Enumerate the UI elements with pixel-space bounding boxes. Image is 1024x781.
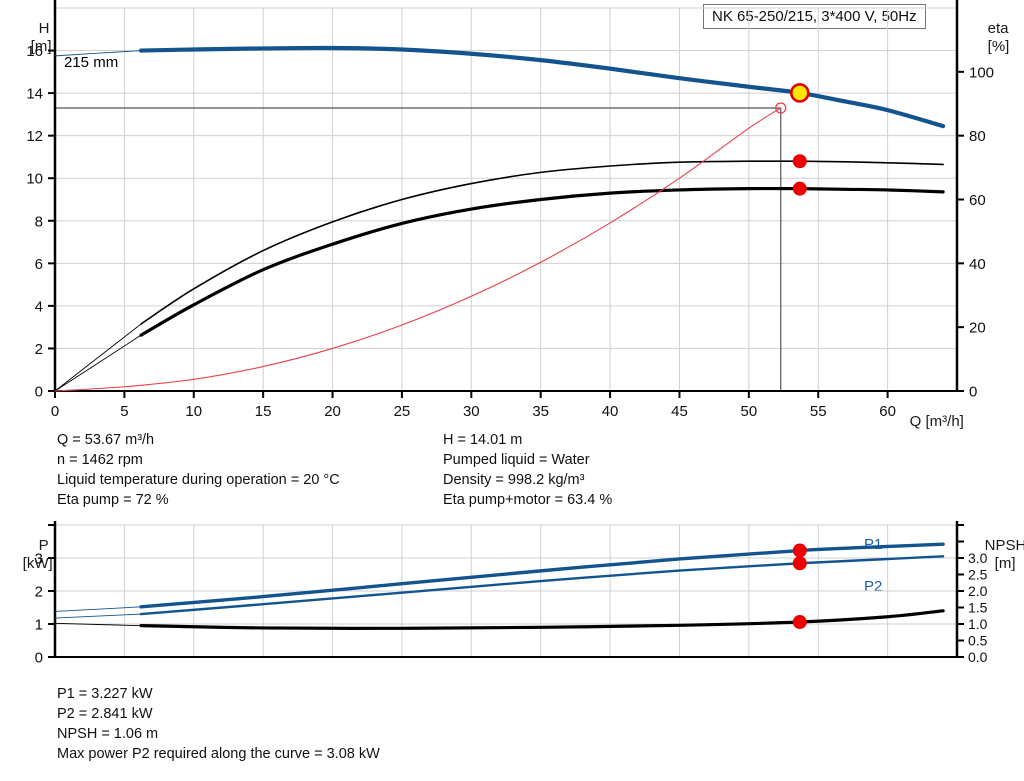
top-chart-left-axis-name: H [22, 3, 50, 54]
x-axis-tick-label: 10 [185, 403, 202, 420]
curve-extension [54, 606, 142, 612]
y-axis-tick-label: 0 [35, 650, 43, 667]
curve-extension [54, 613, 142, 619]
x-axis-tick-label: 20 [324, 403, 341, 420]
x-axis-tick-label: 50 [741, 403, 758, 420]
top-chart-x-axis-label: Q [m³/h] [893, 396, 964, 447]
y-axis-tick-label: 2 [35, 341, 43, 358]
info-line: NPSH = 1.06 m [57, 726, 159, 742]
x-axis-tick-label: 55 [810, 403, 827, 420]
q-axis-title: Q [m³/h] [909, 413, 964, 430]
curve-extension [54, 622, 142, 627]
y2-axis-tick-label: 80 [969, 128, 986, 145]
y-axis-tick-label: 8 [35, 213, 43, 230]
y2-axis-tick-label: 20 [969, 320, 986, 337]
curve-extension [54, 323, 142, 392]
info-line: H = 14.01 m [443, 432, 523, 448]
p-axis-title: P [38, 537, 49, 554]
info-line: P1 = 3.227 kW [57, 686, 153, 702]
data-curve [139, 186, 945, 337]
x-axis-tick-label: 40 [602, 403, 619, 420]
info-line: Eta pump+motor = 63.4 % [443, 492, 613, 508]
info-line: Eta pump = 72 % [57, 492, 169, 508]
data-curve [139, 542, 945, 609]
duty-point-marker[interactable] [789, 83, 810, 103]
bottom-chart-left-axis-name: P [22, 520, 49, 571]
info-block-left: Q = 53.67 m³/h n = 1462 rpm Liquid tempe… [57, 430, 340, 510]
info-line: Max power P2 required along the curve = … [57, 746, 380, 762]
bottom-chart-right-axis-name: NPSH [968, 520, 1024, 571]
data-curve [139, 555, 945, 616]
y-axis-tick-label: 10 [26, 171, 43, 188]
data-curve [138, 45, 946, 129]
x-axis-tick-label: 30 [463, 403, 480, 420]
bottom-chart-left-axis-unit: [kW] [6, 538, 53, 589]
impeller-size-text: 215 mm [64, 54, 119, 71]
y2-axis-tick-label: 40 [969, 256, 986, 273]
top-chart-right-axis-name: eta [971, 3, 1009, 54]
eta-axis-title: eta [987, 20, 1009, 37]
curve-extension [54, 50, 142, 57]
x-axis-tick-label: 60 [879, 403, 896, 420]
operating-point-marker[interactable] [792, 556, 807, 571]
y2-axis-tick-label: 0.0 [968, 649, 988, 665]
eta-axis-unit: [%] [987, 38, 1010, 55]
data-curve [140, 160, 944, 325]
y2-axis-tick-label: 0.5 [968, 633, 988, 649]
y2-axis-tick-label: 2.5 [968, 567, 988, 583]
operating-point-marker[interactable] [792, 154, 807, 169]
y-axis-tick-label: 12 [26, 128, 43, 145]
p-axis-unit: [kW] [22, 555, 53, 572]
info-line: Liquid temperature during operation = 20… [57, 472, 340, 488]
info-line: P2 = 2.841 kW [57, 706, 153, 722]
npsh-axis-unit: [m] [994, 555, 1016, 572]
pump-model-title: NK 65-250/215, 3*400 V, 50Hz [712, 8, 917, 25]
x-axis-tick-label: 35 [532, 403, 549, 420]
y-axis-tick-label: 6 [35, 256, 43, 273]
x-axis-tick-label: 5 [120, 403, 128, 420]
y-axis-tick-label: 2 [35, 584, 43, 601]
y-axis-tick-label: 1 [35, 617, 43, 634]
info-block-bottom: P1 = 3.227 kW P2 = 2.841 kW NPSH = 1.06 … [57, 684, 380, 764]
y-axis-tick-label: 4 [35, 298, 43, 315]
y2-axis-tick-label: 3.0 [968, 550, 988, 566]
bottom-chart-right-axis-unit: [m] [978, 538, 1016, 589]
operating-point-marker[interactable] [792, 615, 807, 630]
info-line: n = 1462 rpm [57, 452, 143, 468]
h-axis-title: H [38, 20, 50, 37]
operating-point-marker[interactable] [792, 543, 807, 558]
info-block-right: H = 14.01 m Pumped liquid = Water Densit… [443, 430, 612, 510]
data-curve [54, 107, 782, 392]
y-axis-tick-label: 14 [26, 86, 43, 103]
x-axis-tick-label: 0 [51, 403, 59, 420]
info-line: Density = 998.2 kg/m³ [443, 472, 585, 488]
info-line: Q = 53.67 m³/h [57, 432, 155, 448]
y2-axis-tick-label: 100 [969, 64, 994, 81]
top-chart-left-axis-unit: [m] [14, 21, 52, 72]
bottom-chart-svg: 0 1 2 3 0.00.51.01.52.02.53.0 [35, 521, 988, 667]
y2-axis-tick-label: 2.0 [968, 583, 988, 599]
y2-axis-tick-label: 1.0 [968, 616, 988, 632]
curve-extension [54, 334, 142, 392]
y-axis-tick-label: 16 [26, 43, 43, 60]
top-chart-svg: 0 2 4 6 8 10 12 14 16 0 20 40 60 80 100 0 5 10 15 20 25 30 35 4… [26, 0, 994, 420]
y2-axis-tick-label: 0 [969, 384, 977, 401]
x-axis-tick-label: 45 [671, 403, 688, 420]
y-axis-tick-label: 3 [35, 551, 43, 568]
operating-point-marker[interactable] [792, 181, 807, 196]
x-axis-tick-label: 15 [255, 403, 272, 420]
y-axis-tick-label: 0 [35, 384, 43, 401]
npsh-axis-title: NPSH [984, 537, 1024, 554]
y2-axis-tick-label: 60 [969, 192, 986, 209]
y2-axis-tick-label: 1.5 [968, 600, 988, 616]
data-curve [139, 609, 945, 630]
x-axis-tick-label: 25 [394, 403, 411, 420]
impeller-size-label: 215 mm [64, 54, 118, 71]
h-axis-unit: [m] [30, 38, 52, 55]
system-curve-marker[interactable] [775, 102, 787, 114]
info-line: Pumped liquid = Water [443, 452, 590, 468]
top-chart-right-axis-unit: [%] [971, 21, 1010, 72]
